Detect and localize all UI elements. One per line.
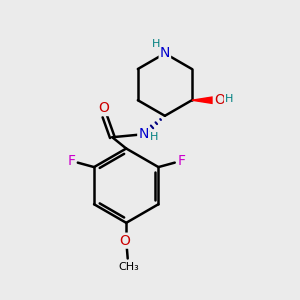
Text: O: O xyxy=(119,234,130,248)
Text: O: O xyxy=(98,101,109,115)
Text: H: H xyxy=(150,132,158,142)
Polygon shape xyxy=(192,97,213,104)
Text: N: N xyxy=(138,127,148,141)
Text: F: F xyxy=(67,154,75,168)
Text: CH₃: CH₃ xyxy=(119,262,140,272)
Text: H: H xyxy=(225,94,233,104)
Text: N: N xyxy=(160,46,170,60)
Text: O: O xyxy=(214,93,225,107)
Text: F: F xyxy=(177,154,185,168)
Text: H: H xyxy=(152,40,160,50)
